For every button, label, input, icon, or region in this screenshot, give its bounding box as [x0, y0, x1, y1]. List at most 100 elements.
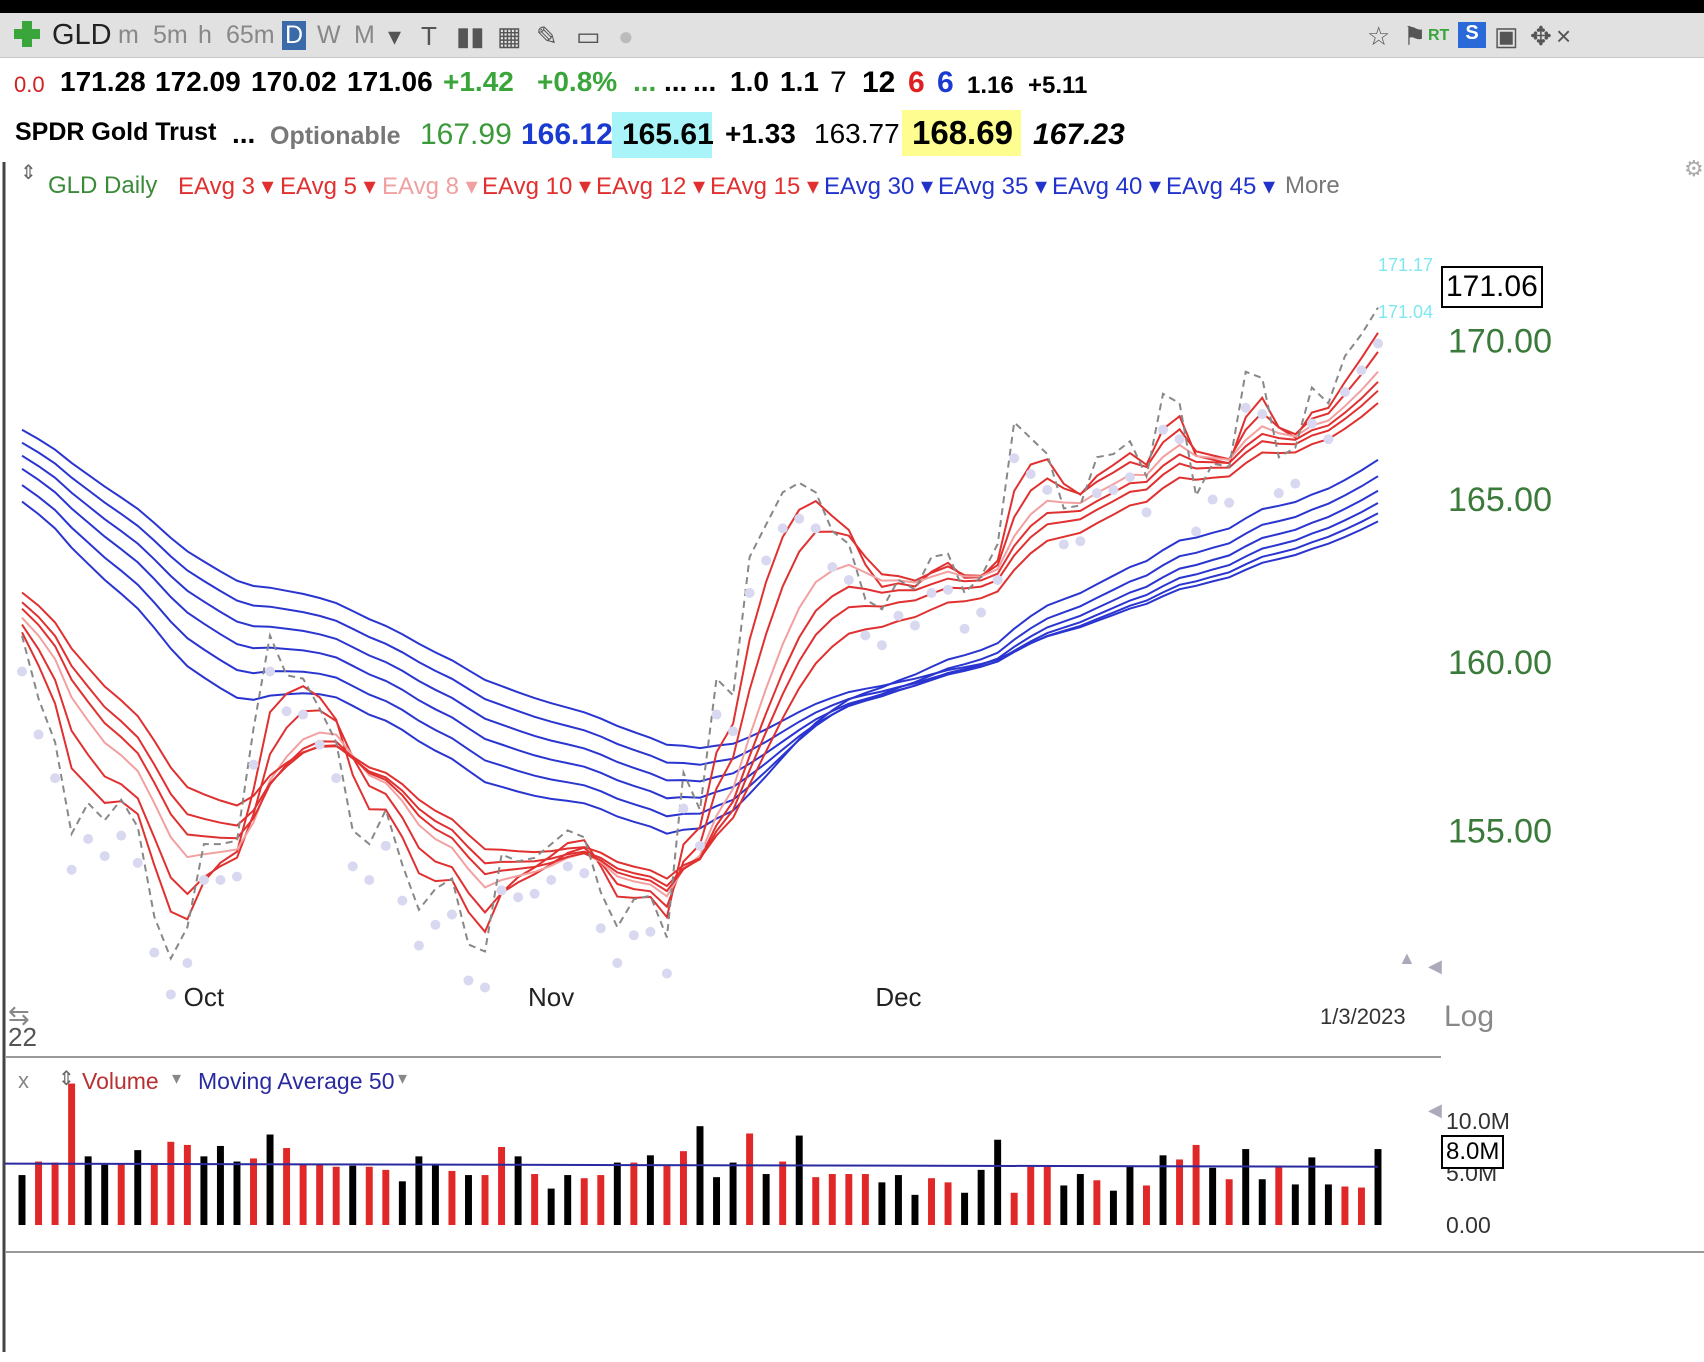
- legend-eavg-15[interactable]: EAvg 15 ▾: [710, 173, 820, 200]
- ema-value-6: 167.23: [1033, 118, 1125, 151]
- legend-eavg-45[interactable]: EAvg 45 ▾: [1166, 173, 1276, 200]
- note-icon[interactable]: ▭: [576, 21, 601, 51]
- name-dots: ...: [232, 118, 256, 149]
- close-icon[interactable]: ×: [1556, 21, 1572, 51]
- ema-value-2: 166.12: [521, 118, 613, 151]
- volume-legend[interactable]: Volume: [82, 1068, 159, 1094]
- streaming-icon[interactable]: S: [1458, 22, 1486, 48]
- collapse-icon[interactable]: ▲: [1398, 948, 1416, 968]
- settings-icon[interactable]: ⚙: [1684, 156, 1704, 181]
- price-dot: [661, 968, 672, 979]
- volume-bar: [1043, 1166, 1051, 1225]
- stat-8: +5.11: [1028, 72, 1088, 99]
- timeframe-m[interactable]: m: [118, 21, 139, 49]
- volume-bar: [894, 1175, 902, 1225]
- expand-icon[interactable]: ◀: [1428, 956, 1442, 976]
- price-dot: [347, 861, 358, 872]
- volume-bar: [150, 1163, 158, 1225]
- volume-bar: [646, 1155, 654, 1225]
- chart-sort-icon[interactable]: ⇕: [20, 162, 37, 184]
- legend-eavg-12[interactable]: EAvg 12 ▾: [596, 173, 706, 200]
- flag-icon[interactable]: ⚑: [1403, 21, 1427, 51]
- price-dot: [695, 840, 705, 851]
- field-dots-green: ...: [633, 66, 657, 97]
- star-icon[interactable]: ☆: [1367, 21, 1391, 51]
- ma-dropdown-icon[interactable]: ▾: [398, 1068, 408, 1088]
- volume-bar: [498, 1147, 506, 1225]
- x-tick-label: Nov: [528, 982, 574, 1012]
- stat-1: 1.0: [730, 66, 769, 97]
- symbol-label[interactable]: GLD: [52, 19, 112, 51]
- volume-bar: [382, 1169, 390, 1225]
- legend-eavg-5[interactable]: EAvg 5 ▾: [280, 173, 376, 200]
- field-dots-2: ...: [693, 66, 717, 97]
- close-price: 171.06: [347, 66, 433, 97]
- price-dot: [827, 562, 838, 573]
- timeframe-h[interactable]: h: [198, 21, 212, 49]
- ma-legend[interactable]: Moving Average 50: [198, 1068, 395, 1094]
- save-icon[interactable]: ▣: [1494, 21, 1519, 51]
- price-dot: [628, 930, 639, 941]
- price-dot: [612, 957, 623, 968]
- legend-eavg-40[interactable]: EAvg 40 ▾: [1052, 173, 1162, 200]
- volume-dropdown-icon[interactable]: ▾: [172, 1068, 182, 1088]
- legend-eavg-3[interactable]: EAvg 3 ▾: [178, 173, 274, 200]
- volume-bar: [68, 1083, 76, 1225]
- timeframe-d[interactable]: D: [282, 21, 307, 50]
- move-icon[interactable]: ✥: [1530, 21, 1552, 51]
- volume-bar: [928, 1178, 935, 1225]
- legend-more[interactable]: More: [1285, 172, 1340, 199]
- price-dot: [678, 803, 689, 814]
- company-name: SPDR Gold Trust: [15, 118, 217, 146]
- volume-bar: [713, 1177, 721, 1225]
- price-dot: [99, 851, 110, 862]
- bar-chart-icon[interactable]: ▮▮: [456, 21, 485, 51]
- volume-close-button[interactable]: x: [18, 1068, 29, 1093]
- timeframe-5m[interactable]: 5m: [153, 21, 188, 49]
- realtime-icon[interactable]: RT: [1428, 27, 1450, 44]
- price-dot: [248, 759, 259, 770]
- timeframe-m-monthly[interactable]: M: [354, 21, 375, 49]
- timeframe-w[interactable]: W: [317, 21, 341, 49]
- legend-main[interactable]: GLD Daily: [48, 172, 158, 199]
- ema-value-5: 168.69: [902, 110, 1021, 156]
- volume-bar: [465, 1175, 472, 1225]
- price-dot: [1042, 484, 1053, 495]
- y-tick-label: 155.00: [1448, 812, 1552, 850]
- volume-bar: [233, 1161, 241, 1225]
- swap-icon[interactable]: ⇆: [8, 1000, 30, 1030]
- link-icon[interactable]: ●: [618, 21, 634, 51]
- price-dot: [1158, 424, 1169, 435]
- price-dot: [298, 709, 309, 720]
- legend-eavg-35[interactable]: EAvg 35 ▾: [938, 173, 1048, 200]
- price-dot: [728, 726, 739, 737]
- price-dot: [777, 523, 788, 534]
- volume-bar: [283, 1148, 291, 1225]
- volume-sort-icon[interactable]: ⇕: [58, 1068, 75, 1090]
- volume-bar: [1242, 1149, 1250, 1225]
- chart-canvas[interactable]: 155.00 160.00 165.00 170.00 Oct Nov Dec 0.005.…: [0, 162, 1704, 1360]
- volume-bar: [1093, 1180, 1101, 1225]
- legend-eavg-30[interactable]: EAvg 30 ▾: [824, 173, 934, 200]
- price-dot: [66, 864, 77, 875]
- volume-bar: [580, 1178, 588, 1225]
- volume-bar: [101, 1164, 109, 1225]
- draw-tool-icon[interactable]: ✎: [536, 21, 558, 51]
- text-tool-icon[interactable]: T: [421, 21, 437, 51]
- chart-area[interactable]: 155.00 160.00 165.00 170.00 Oct Nov Dec 0.00 5.…: [0, 156, 1704, 1362]
- price-dot: [1290, 478, 1301, 489]
- grid-icon[interactable]: ▦: [497, 21, 522, 51]
- volume-collapse-icon[interactable]: ◀: [1428, 1100, 1442, 1120]
- timeframe-65m[interactable]: 65m: [226, 21, 275, 49]
- log-toggle[interactable]: Log: [1444, 1000, 1495, 1033]
- ema-value-1: 167.99: [420, 118, 512, 151]
- price-dot: [976, 607, 987, 618]
- dropdown-icon[interactable]: ▾: [388, 21, 402, 51]
- volume-bar: [911, 1194, 919, 1225]
- legend-eavg-8[interactable]: EAvg 8 ▾: [382, 173, 478, 200]
- price-dot: [645, 926, 656, 937]
- add-icon[interactable]: [12, 19, 42, 49]
- legend-eavg-10[interactable]: EAvg 10 ▾: [482, 173, 592, 200]
- price-dot: [480, 982, 491, 993]
- price-dot: [1373, 338, 1383, 349]
